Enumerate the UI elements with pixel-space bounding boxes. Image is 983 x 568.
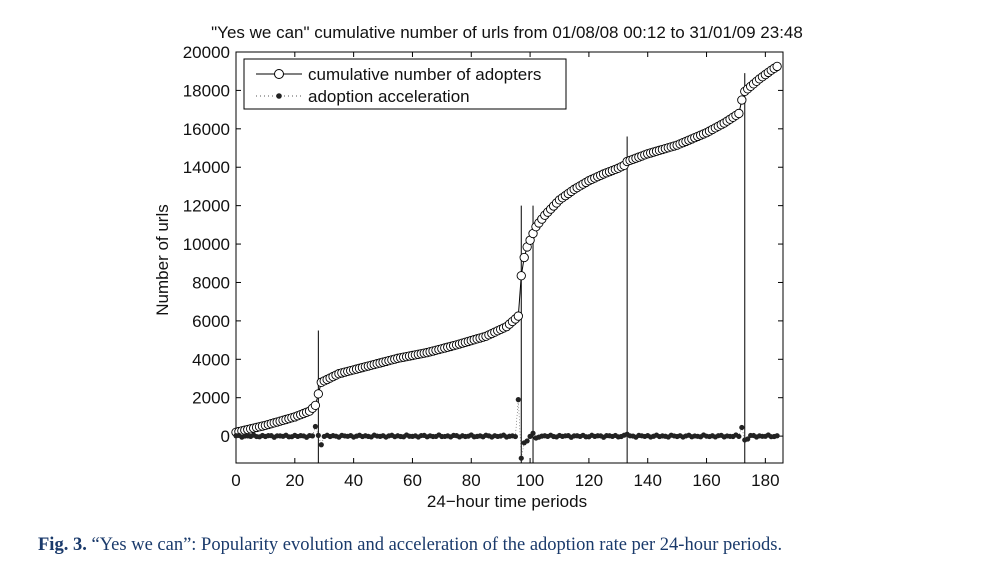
- cumulative-point: [513, 311, 523, 321]
- plot-frame: [235, 51, 784, 464]
- y-tick-label: 12000: [183, 197, 230, 216]
- acceleration-point: [530, 430, 536, 436]
- y-tick-label: 2000: [192, 389, 230, 408]
- x-tick-label: 80: [462, 471, 481, 490]
- acceleration-point: [745, 436, 751, 442]
- x-tick-label: 20: [285, 471, 304, 490]
- legend: cumulative number of adopters adoption ac…: [243, 58, 567, 110]
- acceleration-point: [512, 433, 518, 440]
- chart-title: "Yes we can" cumulative number of urls f…: [211, 23, 803, 42]
- cumulative-point: [734, 108, 744, 119]
- x-tick-label: 60: [403, 471, 422, 490]
- y-tick-label: 14000: [183, 158, 230, 177]
- acceleration-point: [518, 455, 524, 461]
- caption-text: “Yes we can”: Popularity evolution and a…: [91, 535, 783, 555]
- y-tick-label: 10000: [183, 235, 230, 254]
- x-tick-label: 180: [751, 471, 779, 490]
- x-tick-label: 40: [344, 471, 363, 490]
- legend-frame: [243, 58, 567, 110]
- x-tick-label: 160: [692, 471, 720, 490]
- cumulative-point: [519, 252, 529, 263]
- acceleration-point: [736, 433, 742, 440]
- acceleration-point: [315, 432, 321, 439]
- x-tick-label: 120: [575, 471, 603, 490]
- y-axis-label: Number of urls: [153, 204, 172, 315]
- x-tick-label: 100: [516, 471, 544, 490]
- y-tick-label: 20000: [183, 43, 230, 62]
- acceleration-point: [318, 442, 324, 448]
- cumulative-line: [235, 65, 778, 433]
- acceleration-point: [774, 433, 780, 439]
- caption-label: Fig. 3.: [38, 535, 87, 555]
- acceleration-point: [524, 438, 530, 444]
- y-tick-label: 8000: [192, 273, 230, 292]
- y-tick-label: 6000: [192, 312, 230, 331]
- x-axis-label: 24−hour time periods: [427, 492, 587, 511]
- legend-label-cumulative: cumulative number of adopters: [308, 65, 541, 84]
- plot-area: 0 20 40 60 80 100 120 140 160 180 0 2000 4000 6000 800…: [183, 43, 784, 490]
- y-tick-label: 18000: [183, 81, 230, 100]
- y-tick-label: 4000: [192, 350, 230, 369]
- cumulative-point: [313, 389, 323, 399]
- figure-caption: Fig. 3. “Yes we can”: Popularity evoluti…: [38, 535, 968, 556]
- acceleration-point: [309, 433, 316, 439]
- acceleration-point: [515, 397, 521, 403]
- acceleration-point: [312, 423, 319, 430]
- y-tick-label: 0: [221, 427, 230, 446]
- legend-marker-acceleration: [276, 93, 282, 99]
- chart: "Yes we can" cumulative number of urls f…: [153, 23, 803, 511]
- x-tick-label: 140: [634, 471, 662, 490]
- y-tick-label: 16000: [183, 120, 230, 139]
- cumulative-point: [516, 271, 526, 281]
- legend-label-acceleration: adoption acceleration: [308, 87, 470, 106]
- acceleration-point: [739, 424, 745, 431]
- cumulative-point: [772, 61, 782, 72]
- legend-marker-cumulative: [274, 69, 284, 79]
- cumulative-point: [310, 400, 321, 411]
- cumulative-point: [737, 95, 747, 105]
- x-tick-label: 0: [231, 471, 240, 490]
